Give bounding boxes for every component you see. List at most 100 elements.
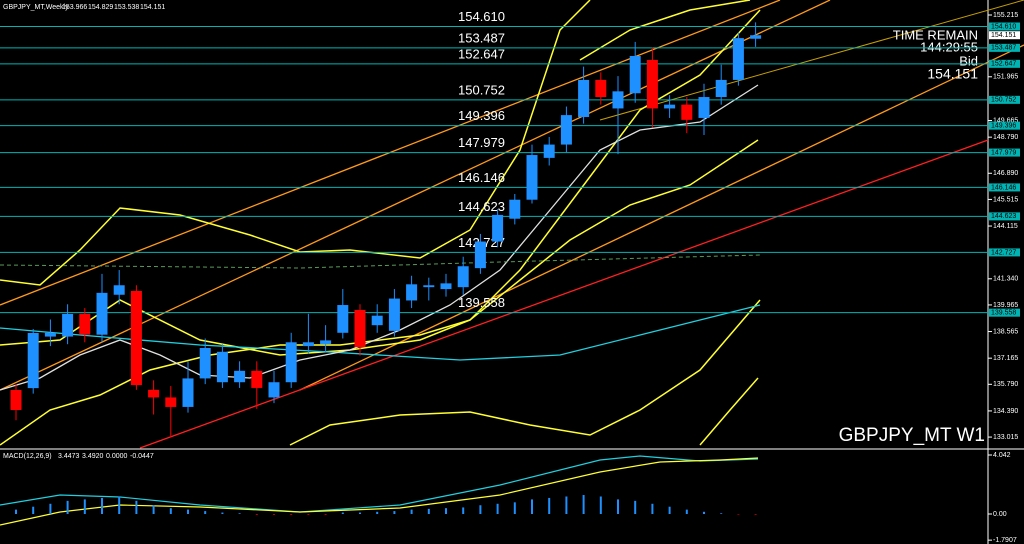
level-tag-label: 146.146: [991, 184, 1016, 191]
level-label: 146.146: [458, 170, 505, 185]
y-tick-label: -1.7907: [993, 537, 1017, 544]
histogram-bar: [83, 499, 86, 514]
candle-body: [165, 397, 177, 407]
histogram-bar: [255, 514, 258, 515]
candle-body: [251, 370, 263, 388]
histogram-bar: [720, 513, 723, 514]
candle-body: [268, 382, 280, 398]
candle-body: [130, 290, 142, 386]
y-tick-label: 134.390: [993, 408, 1018, 415]
level-tag-label: 144.623: [991, 213, 1016, 220]
level-label: 139.558: [458, 295, 505, 310]
candle-body: [526, 155, 538, 200]
level-tag-label: 149.396: [991, 122, 1016, 129]
histogram-bar: [668, 506, 671, 514]
histogram-bar: [479, 505, 482, 514]
candle-body: [509, 199, 521, 219]
level-label: 150.752: [458, 82, 505, 97]
macd-readout: 3.4920: [82, 453, 104, 460]
candle-body: [354, 309, 366, 348]
histogram-bar: [221, 512, 224, 514]
histogram-bar: [462, 507, 465, 514]
y-tick-label: 151.965: [993, 74, 1018, 81]
candle-body: [681, 104, 693, 120]
histogram-bar: [565, 496, 568, 514]
bollinger-upper: [579, 0, 751, 61]
symbol-label: GBPJPY_MT W1: [839, 425, 985, 446]
histogram-bar: [685, 509, 688, 514]
candle-body: [629, 55, 641, 94]
histogram-bar: [359, 512, 361, 514]
histogram-bar: [599, 496, 602, 514]
header-value: 153.966: [62, 4, 87, 11]
candle-body: [750, 35, 762, 39]
level-tag-label: 147.979: [991, 149, 1016, 156]
candle-body: [440, 283, 452, 290]
time-remain-label: TIME REMAIN: [893, 27, 978, 42]
candle-body: [664, 104, 676, 109]
level-tag-label: 142.727: [991, 249, 1016, 256]
histogram-bar: [393, 511, 396, 514]
candle-body: [646, 59, 658, 109]
histogram-bar: [703, 511, 705, 514]
level-label: 149.396: [458, 108, 505, 123]
level-tag: [989, 43, 1020, 52]
moving-average: [0, 304, 761, 361]
candle-body: [423, 285, 435, 288]
histogram-bar: [410, 509, 413, 514]
histogram-bar: [754, 514, 757, 515]
candle-body: [543, 144, 555, 158]
macd-lines: [0, 455, 759, 526]
bid-tag-label: 154.151: [991, 32, 1016, 39]
candle-body: [148, 389, 160, 398]
level-tag: [989, 95, 1020, 104]
level-tag: [989, 212, 1020, 221]
candle-body: [388, 298, 400, 331]
candle-body: [285, 342, 297, 383]
y-tick-label: 141.340: [993, 276, 1018, 283]
histogram-bar: [307, 514, 310, 515]
histogram-bar: [15, 509, 17, 514]
level-tag: [989, 22, 1020, 31]
level-tag: [989, 308, 1020, 317]
candle-body: [715, 79, 727, 98]
histogram-bar: [324, 514, 327, 515]
histogram-bar: [496, 503, 499, 514]
bollinger-lower: [0, 139, 759, 446]
macd-line: [0, 455, 759, 513]
candle-body: [698, 97, 710, 118]
histogram-bar: [634, 500, 637, 514]
bollinger-upper: [0, 9, 761, 356]
candle-body: [96, 292, 108, 335]
histogram-bar: [273, 514, 275, 515]
level-tag-label: 152.647: [991, 61, 1016, 68]
candle-body: [560, 115, 572, 145]
time-remain: 144:29:55: [920, 39, 978, 54]
signal-line: [0, 457, 759, 526]
y-tick-label: 139.965: [993, 302, 1018, 309]
histogram-bar: [651, 503, 654, 514]
histogram-bar: [66, 500, 69, 514]
candle-body: [371, 315, 383, 326]
candle-body: [62, 313, 74, 337]
candle-body: [27, 332, 39, 389]
histogram-bar: [187, 509, 189, 514]
level-tag: [989, 148, 1020, 157]
level-label: 144.623: [458, 199, 505, 214]
level-tag-label: 139.558: [991, 310, 1016, 317]
header-value: 154.151: [140, 4, 165, 11]
candle-body: [474, 241, 486, 269]
y-tick-label: 137.165: [993, 355, 1018, 362]
candle-body: [320, 340, 332, 345]
y-tick-label: 145.515: [993, 196, 1018, 203]
level-tag-label: 150.752: [991, 97, 1016, 104]
histogram-bar: [238, 513, 241, 514]
candle-body: [578, 79, 590, 118]
candle-body: [79, 313, 91, 335]
y-tick-label: 4.042: [993, 452, 1011, 459]
macd-readout: -0.0447: [130, 453, 154, 460]
candle-body: [10, 390, 22, 410]
macd-readout: 3.4473: [58, 453, 80, 460]
candle-body: [732, 38, 744, 80]
